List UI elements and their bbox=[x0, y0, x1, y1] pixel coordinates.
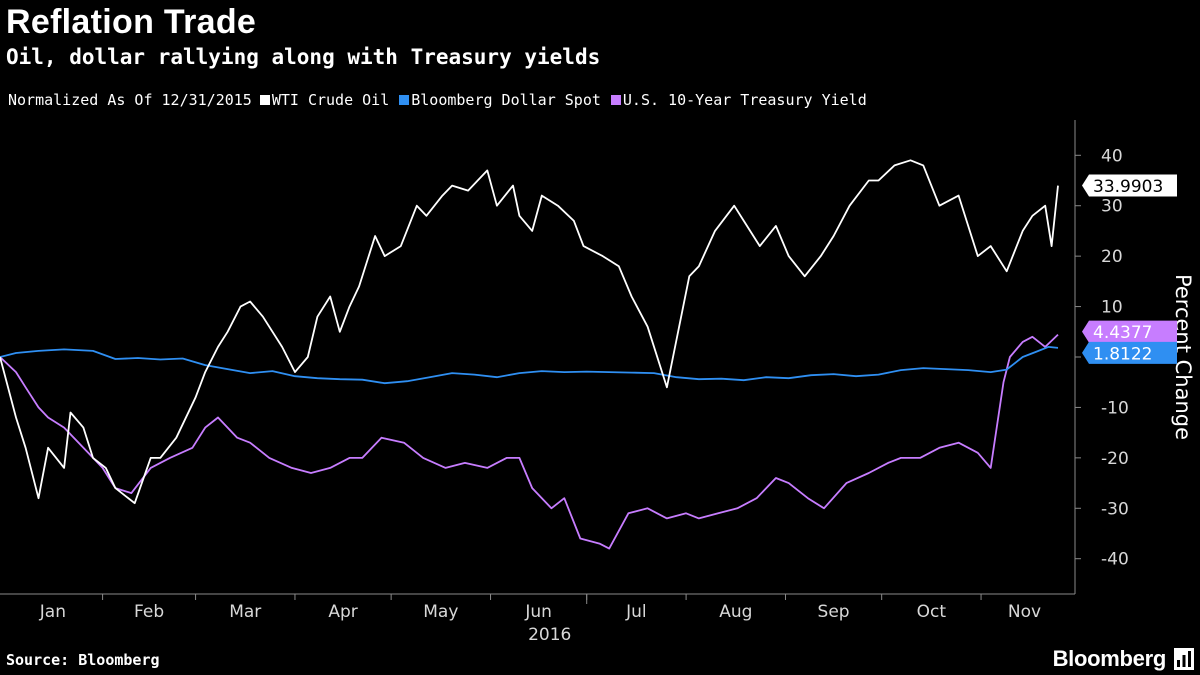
chart-title: Reflation Trade bbox=[6, 3, 257, 41]
wti-end-value-tag bbox=[1082, 174, 1177, 197]
legend-swatch-dollar bbox=[399, 95, 410, 105]
y-tick-label: -10 bbox=[1101, 398, 1129, 418]
x-axis-title: 2016 bbox=[528, 625, 571, 640]
y-tick-label: -30 bbox=[1101, 499, 1129, 519]
y-tick-label: -20 bbox=[1101, 449, 1129, 469]
legend-swatch-treasury bbox=[610, 95, 621, 105]
treasury-end-value-tag-label: 4.4377 bbox=[1093, 323, 1152, 343]
x-tick-label: Oct bbox=[917, 602, 947, 622]
treasury-end-value-tag bbox=[1082, 320, 1177, 343]
x-tick-label: Jan bbox=[39, 602, 66, 622]
legend-item-treasury: U.S. 10-Year Treasury Yield bbox=[610, 91, 867, 109]
wti-crude-oil-line bbox=[0, 159, 1059, 505]
line-chart: 403020100-10-20-30-40JanFebMarAprMayJunJ… bbox=[0, 120, 1195, 640]
y-tick-label: 10 bbox=[1101, 298, 1123, 318]
source-note: Source: Bloomberg bbox=[6, 651, 160, 669]
legend-label-dollar: Bloomberg Dollar Spot bbox=[411, 91, 601, 109]
x-tick-label: Nov bbox=[1008, 602, 1041, 622]
x-tick-label: Mar bbox=[229, 602, 261, 622]
bloomberg-logo: Bloomberg bbox=[1052, 646, 1167, 671]
legend: Normalized As Of 12/31/2015 WTI Crude Oi… bbox=[8, 89, 877, 111]
x-tick-label: Aug bbox=[719, 602, 752, 622]
bloomberg-chart-icon bbox=[1174, 648, 1194, 670]
x-tick-label: May bbox=[423, 602, 458, 622]
x-tick-label: Sep bbox=[818, 602, 850, 622]
y-tick-label: -40 bbox=[1101, 550, 1129, 570]
y-tick-label: 40 bbox=[1101, 146, 1123, 166]
chart-subtitle: Oil, dollar rallying along with Treasury… bbox=[6, 45, 601, 69]
legend-label-treasury: U.S. 10-Year Treasury Yield bbox=[622, 91, 867, 109]
dollar-end-value-tag-label: 1.8122 bbox=[1093, 344, 1152, 364]
x-tick-label: Feb bbox=[134, 602, 164, 622]
dollar-end-value-tag bbox=[1082, 341, 1177, 364]
legend-swatch-wti bbox=[259, 95, 270, 105]
y-tick-label: 20 bbox=[1101, 247, 1123, 267]
x-tick-label: Jun bbox=[524, 602, 552, 622]
dollar-spot-line bbox=[0, 345, 1059, 385]
legend-normalization-note: Normalized As Of 12/31/2015 bbox=[8, 91, 252, 109]
x-tick-label: Apr bbox=[328, 602, 357, 622]
treasury-yield-line bbox=[0, 333, 1059, 550]
y-tick-label: 30 bbox=[1101, 197, 1123, 217]
legend-item-wti: WTI Crude Oil bbox=[259, 91, 390, 109]
legend-label-wti: WTI Crude Oil bbox=[271, 91, 390, 109]
wti-end-value-tag-label: 33.9903 bbox=[1093, 177, 1163, 197]
legend-item-dollar: Bloomberg Dollar Spot bbox=[399, 91, 601, 109]
x-tick-label: Jul bbox=[625, 602, 647, 622]
